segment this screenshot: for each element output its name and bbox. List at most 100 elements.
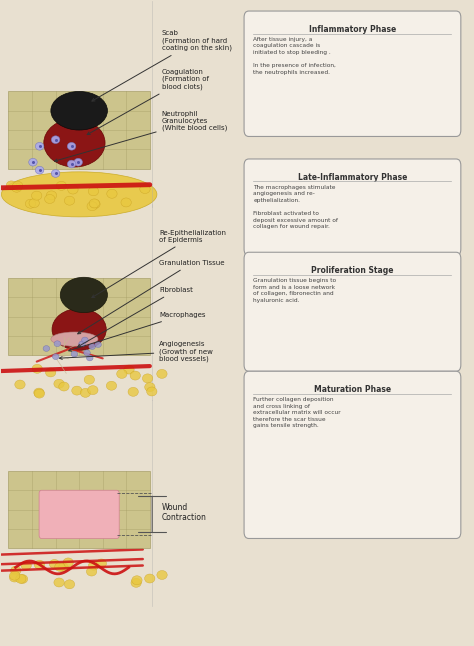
Ellipse shape xyxy=(12,182,23,191)
Ellipse shape xyxy=(51,170,60,178)
Ellipse shape xyxy=(34,560,45,569)
Ellipse shape xyxy=(10,566,21,575)
Ellipse shape xyxy=(145,382,155,391)
Ellipse shape xyxy=(84,350,90,356)
Ellipse shape xyxy=(140,185,150,194)
Ellipse shape xyxy=(82,337,88,343)
Text: Late-Inflammatory Phase: Late-Inflammatory Phase xyxy=(298,173,407,182)
FancyBboxPatch shape xyxy=(9,278,150,355)
Ellipse shape xyxy=(46,191,57,200)
Ellipse shape xyxy=(89,199,100,208)
Ellipse shape xyxy=(15,380,25,389)
Ellipse shape xyxy=(64,580,75,589)
Ellipse shape xyxy=(84,375,94,384)
Text: Scab
(Formation of hard
coating on the skin): Scab (Formation of hard coating on the s… xyxy=(92,30,232,101)
Ellipse shape xyxy=(107,189,117,198)
Text: Macrophages: Macrophages xyxy=(69,312,206,351)
FancyBboxPatch shape xyxy=(244,11,461,136)
Ellipse shape xyxy=(60,277,108,313)
Ellipse shape xyxy=(1,172,157,217)
Ellipse shape xyxy=(34,389,45,398)
Ellipse shape xyxy=(130,371,140,380)
Ellipse shape xyxy=(49,559,60,568)
Ellipse shape xyxy=(89,561,99,570)
Ellipse shape xyxy=(88,187,99,196)
Ellipse shape xyxy=(67,142,76,150)
Ellipse shape xyxy=(67,160,76,168)
Ellipse shape xyxy=(59,382,69,391)
Text: After tissue injury, a
coagulation cascade is
initiated to stop bleeding .

In t: After tissue injury, a coagulation casca… xyxy=(254,37,337,75)
Text: Neutrophil
Granulocytes
(White blood cells): Neutrophil Granulocytes (White blood cel… xyxy=(55,110,227,162)
Text: Granulation Tissue: Granulation Tissue xyxy=(78,260,225,334)
Ellipse shape xyxy=(52,309,106,350)
Text: Proliferation Stage: Proliferation Stage xyxy=(311,266,394,275)
Ellipse shape xyxy=(88,386,98,395)
Ellipse shape xyxy=(54,341,61,347)
Ellipse shape xyxy=(9,571,20,580)
Ellipse shape xyxy=(72,386,82,395)
FancyBboxPatch shape xyxy=(244,159,461,255)
Text: Coagulation
(Formation of
blood clots): Coagulation (Formation of blood clots) xyxy=(87,69,209,134)
Ellipse shape xyxy=(74,158,82,166)
FancyBboxPatch shape xyxy=(9,92,150,169)
Ellipse shape xyxy=(157,370,167,379)
Ellipse shape xyxy=(29,158,37,166)
Text: Granulation tissue begins to
form and is a loose network
of collagen, fibronecti: Granulation tissue begins to form and is… xyxy=(254,278,337,303)
Text: Fibroblast: Fibroblast xyxy=(78,287,193,347)
Ellipse shape xyxy=(71,351,78,357)
Ellipse shape xyxy=(96,559,107,568)
Ellipse shape xyxy=(87,202,97,211)
Text: Maturation Phase: Maturation Phase xyxy=(314,386,391,395)
Ellipse shape xyxy=(54,379,64,388)
Ellipse shape xyxy=(44,119,105,167)
Text: The macrophages stimulate
angiogenesis and re-
epthelialization.

Fibroblast act: The macrophages stimulate angiogenesis a… xyxy=(254,185,338,229)
Text: Wound
Contraction: Wound Contraction xyxy=(162,503,207,523)
Ellipse shape xyxy=(51,92,108,130)
Ellipse shape xyxy=(95,342,101,348)
Ellipse shape xyxy=(128,388,138,397)
Ellipse shape xyxy=(145,574,155,583)
Ellipse shape xyxy=(86,567,97,576)
FancyBboxPatch shape xyxy=(39,490,119,539)
Ellipse shape xyxy=(131,578,141,587)
Ellipse shape xyxy=(142,374,153,383)
Ellipse shape xyxy=(51,332,98,346)
Ellipse shape xyxy=(51,136,60,143)
Ellipse shape xyxy=(58,563,68,572)
Ellipse shape xyxy=(11,183,22,193)
Text: Re-Epithelialization
of Epidermis: Re-Epithelialization of Epidermis xyxy=(92,230,226,298)
Ellipse shape xyxy=(9,573,20,582)
Ellipse shape xyxy=(36,166,44,174)
Ellipse shape xyxy=(106,381,117,390)
Ellipse shape xyxy=(132,576,142,585)
Ellipse shape xyxy=(16,574,26,583)
Ellipse shape xyxy=(121,198,131,207)
Ellipse shape xyxy=(64,196,75,205)
Ellipse shape xyxy=(25,199,36,208)
FancyBboxPatch shape xyxy=(9,471,150,548)
Ellipse shape xyxy=(124,365,134,374)
Ellipse shape xyxy=(79,341,85,347)
Ellipse shape xyxy=(86,355,93,361)
Ellipse shape xyxy=(43,346,50,351)
Ellipse shape xyxy=(31,191,42,200)
Ellipse shape xyxy=(18,574,27,583)
Ellipse shape xyxy=(56,182,66,191)
FancyBboxPatch shape xyxy=(244,252,461,371)
Ellipse shape xyxy=(157,570,167,579)
Ellipse shape xyxy=(36,142,44,150)
Ellipse shape xyxy=(80,388,91,397)
Text: Angiogenesis
(Growth of new
blood vessels): Angiogenesis (Growth of new blood vessel… xyxy=(59,341,213,362)
Ellipse shape xyxy=(63,558,73,567)
Ellipse shape xyxy=(46,368,56,377)
Ellipse shape xyxy=(68,185,78,194)
Ellipse shape xyxy=(6,181,17,190)
Ellipse shape xyxy=(53,354,59,360)
Ellipse shape xyxy=(21,561,31,570)
Ellipse shape xyxy=(117,370,127,379)
Ellipse shape xyxy=(146,387,157,396)
Ellipse shape xyxy=(45,194,55,203)
Ellipse shape xyxy=(55,562,65,571)
Ellipse shape xyxy=(54,578,64,587)
Ellipse shape xyxy=(32,364,42,373)
